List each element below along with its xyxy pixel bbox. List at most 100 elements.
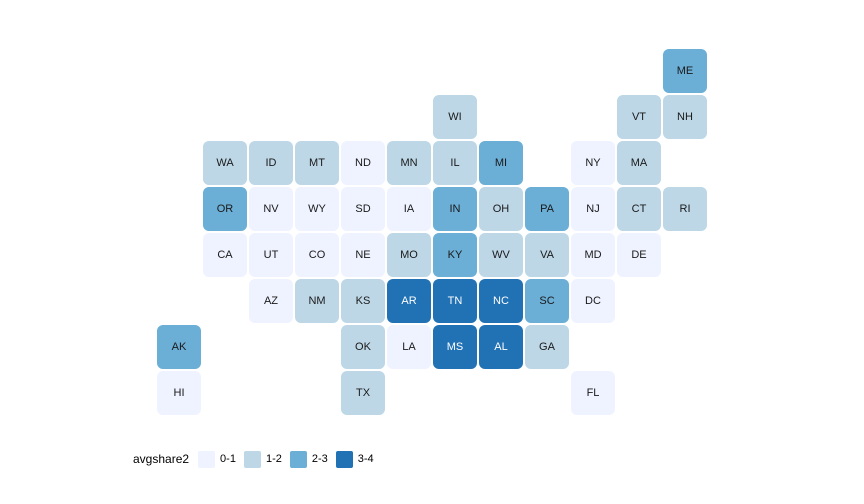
legend-swatch: [243, 450, 261, 468]
state-tile-nh: NH: [663, 95, 707, 139]
state-tile-ct: CT: [617, 187, 661, 231]
state-tile-tn: TN: [433, 279, 477, 323]
state-label: WA: [216, 156, 234, 169]
state-tile-in: IN: [433, 187, 477, 231]
state-tile-nc: NC: [479, 279, 523, 323]
state-label: IA: [403, 202, 415, 215]
state-tile-or: OR: [203, 187, 247, 231]
state-label: NE: [355, 248, 371, 261]
state-label: KY: [447, 248, 463, 261]
legend-item-3-4: 3-4: [335, 450, 374, 468]
state-tile-az: AZ: [249, 279, 293, 323]
state-tile-tx: TX: [341, 371, 385, 415]
state-tile-nm: NM: [295, 279, 339, 323]
state-tile-id: ID: [249, 141, 293, 185]
state-label: MA: [630, 156, 648, 169]
state-label: AZ: [263, 294, 279, 307]
state-tile-mi: MI: [479, 141, 523, 185]
state-label: MO: [400, 248, 418, 261]
legend-label: 2-3: [311, 453, 328, 465]
state-tile-pa: PA: [525, 187, 569, 231]
state-tile-sd: SD: [341, 187, 385, 231]
state-label: DE: [631, 248, 647, 261]
state-label: ME: [676, 64, 694, 77]
state-label: VT: [631, 110, 647, 123]
state-tile-ri: RI: [663, 187, 707, 231]
state-label: OK: [355, 340, 371, 353]
state-tile-ak: AK: [157, 325, 201, 369]
state-tile-ks: KS: [341, 279, 385, 323]
state-label: MN: [400, 156, 418, 169]
state-tile-nv: NV: [249, 187, 293, 231]
legend-item-1-2: 1-2: [243, 450, 282, 468]
state-tile-ut: UT: [249, 233, 293, 277]
legend: avgshare2 0-1 1-2 2-3 3-4: [133, 450, 374, 468]
state-label: OH: [492, 202, 510, 215]
state-label: WY: [308, 202, 326, 215]
state-label: NH: [677, 110, 693, 123]
state-label: TX: [355, 386, 371, 399]
state-label: OR: [216, 202, 234, 215]
state-label: ND: [355, 156, 371, 169]
state-tile-vt: VT: [617, 95, 661, 139]
state-tile-mo: MO: [387, 233, 431, 277]
state-tile-ca: CA: [203, 233, 247, 277]
state-label: GA: [539, 340, 555, 353]
state-label: DC: [585, 294, 601, 307]
state-label: NJ: [586, 202, 600, 215]
state-tile-va: VA: [525, 233, 569, 277]
state-label: LA: [402, 340, 416, 353]
state-tile-ar: AR: [387, 279, 431, 323]
state-label: AK: [171, 340, 187, 353]
state-label: TN: [447, 294, 463, 307]
state-label: MD: [584, 248, 602, 261]
state-tile-hi: HI: [157, 371, 201, 415]
state-label: AL: [494, 340, 508, 353]
legend-swatch: [198, 450, 216, 468]
legend-item-0-1: 0-1: [198, 450, 236, 468]
state-tile-de: DE: [617, 233, 661, 277]
state-label: NY: [585, 156, 601, 169]
state-tile-la: LA: [387, 325, 431, 369]
state-label: NC: [493, 294, 509, 307]
state-tile-ia: IA: [387, 187, 431, 231]
state-tile-ms: MS: [433, 325, 477, 369]
state-tile-oh: OH: [479, 187, 523, 231]
state-tile-ky: KY: [433, 233, 477, 277]
legend-title: avgshare2: [133, 452, 190, 466]
legend-swatch: [289, 450, 307, 468]
state-tile-ny: NY: [571, 141, 615, 185]
state-label: IN: [449, 202, 461, 215]
state-label: WV: [492, 248, 510, 261]
state-label: PA: [540, 202, 554, 215]
state-label: IL: [450, 156, 460, 169]
legend-item-2-3: 2-3: [289, 450, 328, 468]
state-label: VA: [540, 248, 554, 261]
state-label: HI: [173, 386, 185, 399]
state-label: SD: [355, 202, 371, 215]
state-label: WI: [448, 110, 462, 123]
legend-label: 3-4: [357, 453, 374, 465]
state-tile-ne: NE: [341, 233, 385, 277]
state-tile-nd: ND: [341, 141, 385, 185]
state-tile-wa: WA: [203, 141, 247, 185]
state-tile-il: IL: [433, 141, 477, 185]
state-label: MT: [309, 156, 325, 169]
state-tile-co: CO: [295, 233, 339, 277]
state-tile-me: ME: [663, 49, 707, 93]
state-tile-wi: WI: [433, 95, 477, 139]
state-tile-fl: FL: [571, 371, 615, 415]
state-label: CO: [308, 248, 326, 261]
legend-swatch: [335, 450, 353, 468]
state-tile-al: AL: [479, 325, 523, 369]
state-label: CT: [631, 202, 647, 215]
state-label: MI: [494, 156, 508, 169]
state-label: MS: [446, 340, 464, 353]
legend-items: 0-1 1-2 2-3 3-4: [198, 450, 374, 468]
state-label: AR: [401, 294, 417, 307]
state-label: RI: [679, 202, 691, 215]
state-label: CA: [217, 248, 233, 261]
state-tile-ma: MA: [617, 141, 661, 185]
